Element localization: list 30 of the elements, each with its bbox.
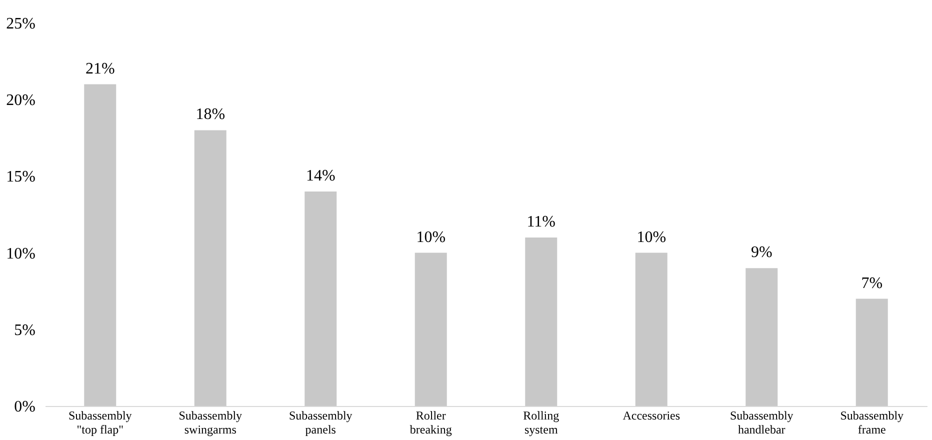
bar bbox=[304, 192, 337, 406]
data-label: 9% bbox=[750, 244, 772, 262]
data-label: 7% bbox=[861, 274, 883, 292]
data-label: 11% bbox=[526, 213, 556, 230]
bar bbox=[525, 237, 558, 406]
x-tick-label: Subassembly handlebar bbox=[730, 408, 794, 436]
x-tick-label: Subassembly "top flap" bbox=[68, 408, 132, 436]
x-tick-label: Accessories bbox=[622, 408, 680, 422]
x-tick-label: Subassembly swingarms bbox=[178, 408, 242, 436]
x-tick-label: Rolling system bbox=[523, 408, 560, 436]
y-tick-label: 0% bbox=[14, 398, 36, 416]
data-label: 21% bbox=[85, 60, 115, 78]
y-tick-label: 10% bbox=[6, 245, 36, 262]
y-tick-label: 25% bbox=[6, 16, 36, 32]
bar bbox=[746, 268, 778, 406]
data-label: 10% bbox=[636, 228, 666, 246]
y-tick-label: 20% bbox=[6, 92, 36, 110]
y-tick-label: 5% bbox=[14, 322, 36, 339]
bar bbox=[635, 252, 668, 406]
x-tick-label: Roller breaking bbox=[410, 408, 452, 436]
x-tick-label: Subassembly frame bbox=[840, 408, 904, 436]
bar bbox=[414, 252, 447, 406]
bar bbox=[84, 84, 116, 406]
y-tick-label: 15% bbox=[6, 168, 36, 186]
data-label: 10% bbox=[416, 228, 446, 246]
data-label: 18% bbox=[196, 106, 226, 124]
bar bbox=[856, 298, 888, 406]
x-tick-label: Subassembly panels bbox=[288, 408, 352, 436]
data-label: 14% bbox=[306, 168, 336, 185]
bar bbox=[194, 130, 226, 406]
